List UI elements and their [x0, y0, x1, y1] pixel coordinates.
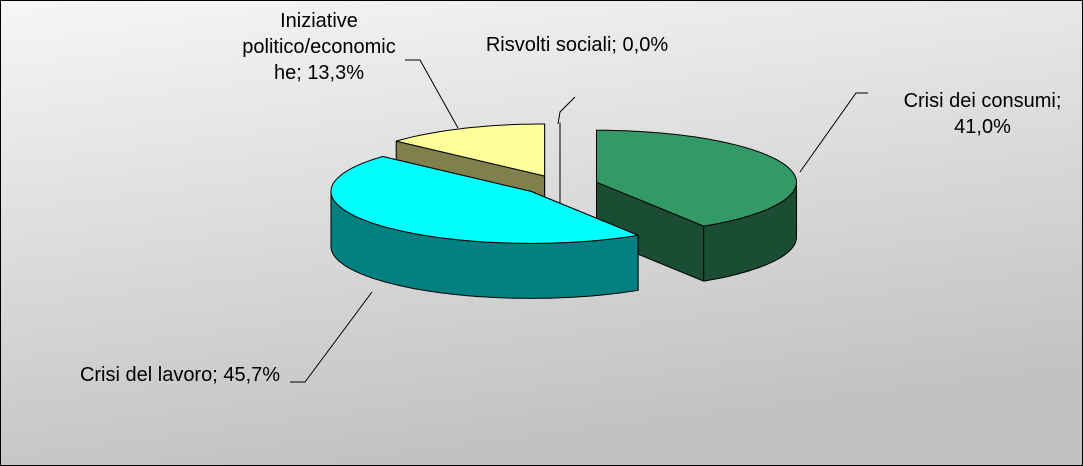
pie-slice [596, 129, 797, 282]
leader-line [290, 291, 373, 383]
data-label: Crisi del lavoro; 45,7% [79, 364, 281, 386]
slice-top [395, 123, 546, 177]
data-label: Risvolti sociali; 0,0% [485, 34, 669, 56]
data-label: Iniziative politico/economiche; 13,3% [242, 10, 396, 84]
leader-line [799, 92, 868, 173]
data-label: Crisi dei consumi; 41,0% [903, 90, 1062, 138]
pie [330, 122, 797, 299]
leader-lines [290, 59, 868, 383]
pie-slice [330, 156, 639, 299]
leader-line [405, 59, 459, 129]
slice-top [330, 156, 639, 244]
slice-top [596, 129, 797, 227]
leader-line [557, 96, 576, 125]
